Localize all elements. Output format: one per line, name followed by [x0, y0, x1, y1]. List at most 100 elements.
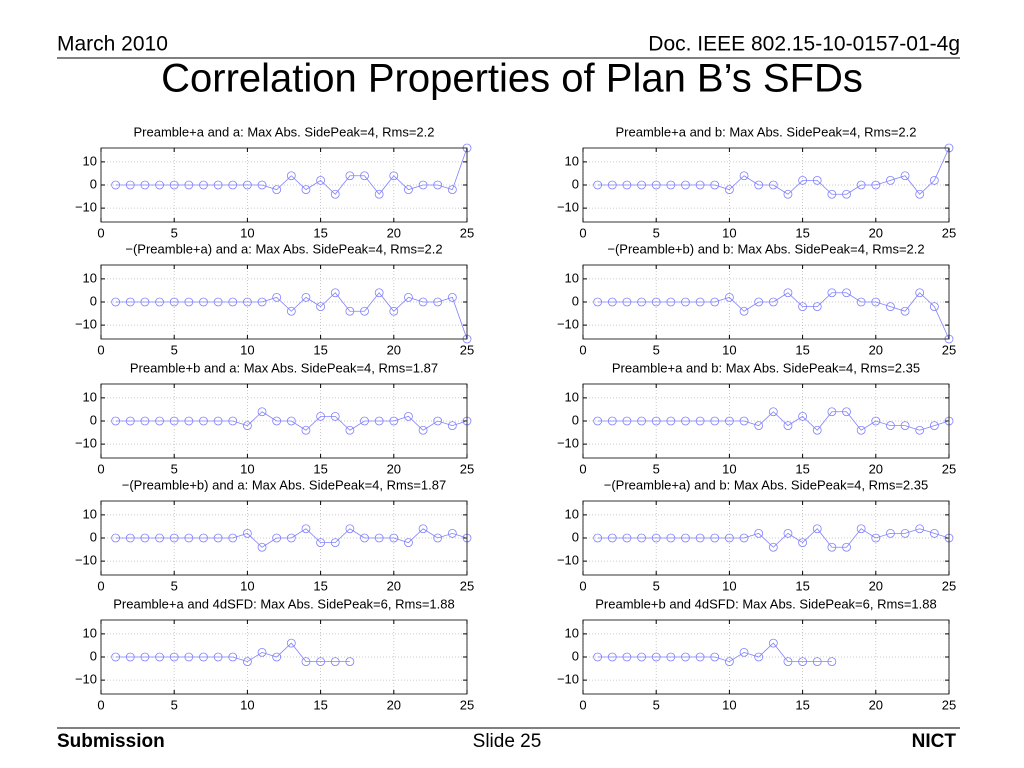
data-point [301, 524, 311, 534]
x-tick-label: 25 [460, 578, 474, 593]
data-point [739, 171, 749, 181]
data-point [242, 180, 252, 190]
data-point [754, 180, 764, 190]
data-point [360, 306, 369, 316]
data-point [637, 652, 646, 662]
x-tick-label: 25 [460, 697, 474, 712]
data-point [330, 189, 340, 199]
data-point [111, 416, 121, 426]
x-tick-label: 20 [869, 461, 883, 476]
chart-title: Preamble+b and 4dSFD: Max Abs. SidePeak=… [595, 596, 936, 611]
data-point [783, 421, 793, 431]
data-point [286, 171, 296, 181]
data-point [812, 302, 822, 312]
data-point [125, 652, 135, 662]
plot-frame [100, 264, 468, 340]
data-point [768, 542, 778, 552]
x-tick-label: 5 [653, 461, 660, 476]
x-tick-label: 5 [171, 697, 178, 712]
x-tick-label: 0 [97, 697, 104, 712]
data-point [169, 416, 179, 426]
data-line [115, 642, 350, 663]
data-point [125, 533, 135, 543]
x-tick-label: 5 [171, 461, 178, 476]
data-point [330, 657, 340, 667]
data-point [213, 652, 223, 662]
data-point [725, 657, 734, 667]
data-point [915, 288, 925, 298]
y-tick-label: 0 [90, 293, 97, 308]
data-point [681, 180, 690, 190]
data-point [447, 421, 457, 431]
x-tick-label: 15 [313, 578, 327, 593]
data-line [115, 528, 468, 548]
data-point [768, 638, 778, 648]
data-point [257, 180, 267, 190]
y-tick-label: 0 [572, 529, 579, 544]
data-point [374, 288, 384, 298]
data-point [681, 533, 690, 543]
data-point [622, 533, 632, 543]
data-point [871, 533, 881, 543]
x-tick-label: 5 [171, 578, 178, 593]
y-tick-label: 0 [572, 293, 579, 308]
data-point [213, 180, 223, 190]
y-tick-label: 0 [572, 176, 579, 191]
data-point [404, 538, 413, 548]
data-point [710, 180, 720, 190]
x-tick-label: 25 [942, 697, 956, 712]
x-tick-label: 15 [313, 225, 327, 240]
data-point [710, 297, 720, 307]
plot-frame [582, 383, 950, 459]
y-tick-label: −10 [75, 436, 97, 451]
data-point [360, 171, 369, 181]
data-point [783, 288, 793, 298]
data-point [783, 657, 793, 667]
data-point [900, 171, 910, 181]
data-point [418, 297, 428, 307]
data-point [695, 416, 705, 426]
x-tick-label: 0 [97, 461, 104, 476]
x-tick-label: 10 [722, 225, 736, 240]
data-point [827, 407, 837, 417]
data-point [228, 652, 238, 662]
y-tick-label: −10 [557, 317, 579, 332]
data-point [199, 533, 208, 543]
x-tick-label: 5 [653, 225, 660, 240]
data-point [301, 425, 311, 435]
data-point [812, 425, 822, 435]
data-point [155, 533, 164, 543]
data-point [404, 185, 413, 195]
data-point [213, 416, 223, 426]
data-point [272, 652, 282, 662]
data-point [871, 297, 881, 307]
data-point [389, 533, 399, 543]
chart-title: Preamble+a and b: Max Abs. SidePeak=4, R… [612, 360, 920, 375]
data-point [783, 528, 793, 538]
data-point [637, 180, 646, 190]
x-tick-label: 20 [387, 342, 401, 357]
y-tick-label: 10 [565, 153, 579, 168]
data-point [842, 542, 851, 552]
data-point [607, 180, 617, 190]
data-point [622, 297, 632, 307]
data-point [886, 421, 895, 431]
y-tick-label: −10 [557, 436, 579, 451]
y-tick-label: 10 [565, 506, 579, 521]
x-tick-label: 5 [653, 578, 660, 593]
x-tick-label: 15 [313, 342, 327, 357]
x-tick-label: 0 [97, 225, 104, 240]
data-point [622, 416, 632, 426]
data-point [651, 297, 661, 307]
data-point [140, 297, 150, 307]
data-point [228, 297, 238, 307]
data-point [330, 288, 340, 298]
data-point [725, 416, 734, 426]
data-point [111, 652, 121, 662]
data-point [798, 411, 807, 421]
data-point [593, 533, 603, 543]
data-line [115, 147, 468, 195]
data-point [184, 180, 194, 190]
y-tick-label: −10 [75, 317, 97, 332]
data-point [710, 533, 720, 543]
